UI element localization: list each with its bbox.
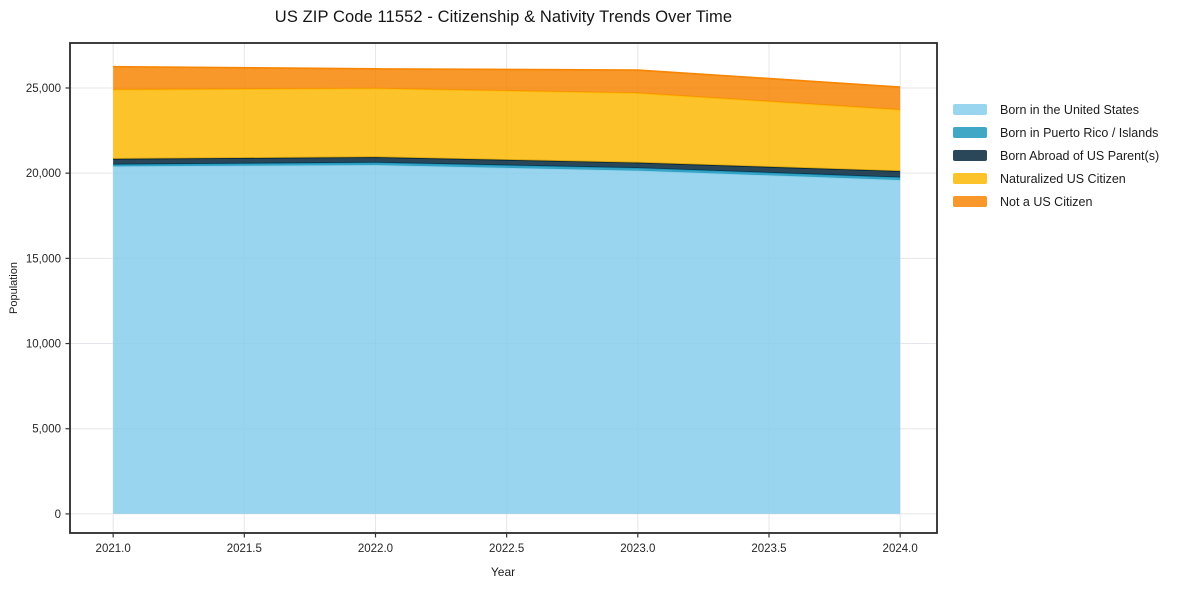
x-tick-label: 2023.0: [620, 543, 655, 555]
x-tick-label: 2024.0: [883, 543, 918, 555]
x-tick-label: 2021.5: [227, 543, 262, 555]
area-series-4-edge: [113, 65, 901, 88]
y-tick-label: 0: [55, 509, 61, 521]
chart-legend: Born in the United States Born in Puerto …: [953, 102, 1159, 209]
y-tick-label: 15,000: [26, 253, 61, 265]
legend-item: Not a US Citizen: [953, 194, 1159, 209]
legend-label: Not a US Citizen: [1000, 194, 1093, 209]
plot-border: [69, 42, 938, 534]
area-series-4: [113, 66, 901, 110]
x-tick-label: 2023.5: [751, 543, 786, 555]
x-axis-label: Year: [490, 565, 516, 579]
legend-item: Naturalized US Citizen: [953, 171, 1159, 186]
legend-label: Born in the United States: [1000, 102, 1139, 117]
legend-item: Born Abroad of US Parent(s): [953, 148, 1159, 163]
legend-swatch: [953, 196, 987, 207]
stacked-areas: [113, 65, 901, 514]
chart-title: US ZIP Code 11552 - Citizenship & Nativi…: [274, 8, 733, 26]
legend-label: Born Abroad of US Parent(s): [1000, 148, 1160, 163]
y-tick-label: 20,000: [26, 168, 61, 180]
legend-label: Naturalized US Citizen: [1000, 171, 1126, 186]
legend-item: Born in the United States: [953, 102, 1159, 117]
legend-swatch: [953, 127, 987, 138]
area-series-0: [113, 164, 901, 514]
y-tick-label: 5,000: [32, 424, 61, 436]
y-tick-label: 10,000: [26, 339, 61, 351]
legend-swatch: [953, 104, 987, 115]
x-tick-label: 2022.5: [489, 543, 524, 555]
axis-ticks: 2021.0 2021.5 2022.0 2022.5 2023.0 2023.5 2024…: [26, 83, 918, 555]
area-series-2: [113, 157, 901, 178]
legend-swatch: [953, 173, 987, 184]
legend-swatch: [953, 150, 987, 161]
x-tick-label: 2021.0: [96, 543, 131, 555]
legend-item: Born in Puerto Rico / Islands: [953, 125, 1159, 140]
x-tick-label: 2022.0: [358, 543, 393, 555]
area-series-3: [113, 88, 901, 172]
y-tick-label: 25,000: [26, 83, 61, 95]
legend-label: Born in Puerto Rico / Islands: [1000, 125, 1159, 140]
